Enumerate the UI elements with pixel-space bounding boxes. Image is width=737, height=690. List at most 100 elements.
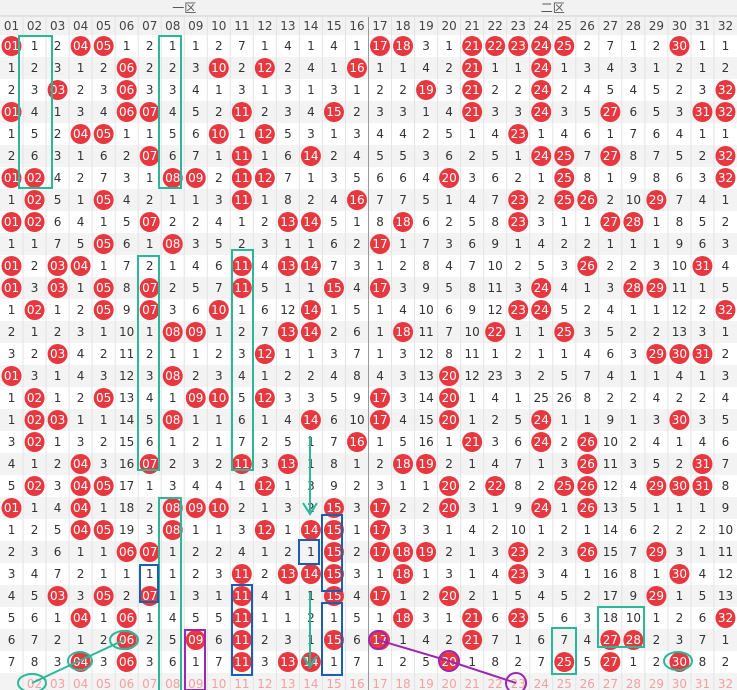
miss-count: 7: [422, 237, 430, 251]
miss-count: 4: [192, 479, 200, 493]
miss-count: 1: [445, 435, 453, 449]
miss-count: 9: [422, 281, 430, 295]
annotation-arrow: [302, 502, 318, 516]
miss-count: 1: [77, 545, 85, 559]
miss-count: 3: [491, 435, 499, 449]
miss-count: 2: [284, 545, 292, 559]
miss-count: 2: [31, 347, 39, 361]
miss-count: 1: [583, 281, 591, 295]
hit-number: 12: [257, 127, 272, 141]
miss-count: 3: [284, 391, 292, 405]
miss-count: 7: [676, 193, 684, 207]
miss-count: 1: [376, 347, 384, 361]
miss-count: 6: [422, 215, 430, 229]
miss-count: 1: [537, 171, 545, 185]
miss-count: 1: [31, 325, 39, 339]
miss-count: 1: [491, 501, 499, 515]
miss-count: 1: [77, 281, 85, 295]
hit-number: 08: [165, 237, 180, 251]
miss-count: 2: [54, 457, 62, 471]
miss-count: 1: [146, 479, 154, 493]
miss-count: 6: [215, 633, 223, 647]
hit-number: 17: [372, 523, 387, 537]
miss-count: 5: [330, 391, 338, 405]
hit-ball: [370, 234, 391, 254]
miss-count: 3: [192, 61, 200, 75]
miss-count: 1: [468, 655, 476, 669]
miss-count: 2: [353, 237, 361, 251]
miss-count: 6: [330, 413, 338, 427]
hit-ball: [70, 256, 91, 276]
miss-count: 4: [583, 347, 591, 361]
hit-number: 03: [50, 281, 65, 295]
miss-count: 4: [353, 589, 361, 603]
miss-count: 2: [399, 655, 407, 669]
column-header: 12: [257, 19, 272, 33]
miss-count: 3: [192, 237, 200, 251]
miss-count: 2: [215, 39, 223, 53]
miss-count: 1: [77, 149, 85, 163]
hit-ball: [462, 80, 483, 100]
hit-number: 19: [418, 457, 433, 471]
miss-count: 5: [468, 215, 476, 229]
miss-count: 5: [192, 281, 200, 295]
hit-ball: [692, 256, 713, 276]
miss-count: 1: [468, 391, 476, 405]
hit-number: 30: [672, 655, 687, 669]
hit-number: 26: [580, 479, 595, 493]
hit-ball: [1, 366, 22, 386]
hit-ball: [70, 454, 91, 474]
hit-ball: [554, 146, 575, 166]
hit-ball: [600, 146, 621, 166]
hit-number: 23: [511, 215, 526, 229]
miss-count: 4: [399, 413, 407, 427]
miss-count: 4: [630, 83, 638, 97]
miss-count: 8: [583, 391, 591, 405]
miss-count: 4: [630, 479, 638, 493]
miss-count: 6: [560, 611, 568, 625]
hit-ball: [623, 630, 644, 650]
hit-number: 01: [4, 281, 19, 295]
hit-number: 18: [395, 545, 410, 559]
miss-count: 4: [722, 259, 730, 273]
miss-count: 12: [280, 303, 295, 317]
miss-count: 6: [607, 347, 615, 361]
annotation-box: [321, 602, 343, 676]
hit-number: 06: [119, 61, 134, 75]
miss-count: 1: [31, 457, 39, 471]
miss-count: 3: [399, 347, 407, 361]
hit-ball: [254, 388, 275, 408]
miss-count: 2: [284, 369, 292, 383]
miss-count: 3: [399, 105, 407, 119]
hit-ball: [393, 36, 414, 56]
miss-count: 5: [284, 127, 292, 141]
hit-number: 09: [188, 391, 203, 405]
hit-ball: [577, 476, 598, 496]
miss-count: 9: [491, 237, 499, 251]
hit-ball: [370, 36, 391, 56]
miss-count: 15: [418, 413, 433, 427]
miss-count: 1: [192, 193, 200, 207]
hit-ball: [439, 476, 460, 496]
miss-count: 4: [422, 61, 430, 75]
miss-count: 3: [54, 61, 62, 75]
annotation-box: [139, 564, 159, 603]
miss-count: 5: [514, 413, 522, 427]
miss-count: 2: [699, 149, 707, 163]
hit-number: 12: [257, 61, 272, 75]
miss-count: 1: [8, 523, 16, 537]
hit-ball: [185, 168, 206, 188]
miss-count: 4: [261, 589, 269, 603]
hit-ball: [254, 58, 275, 78]
miss-count: 3: [261, 655, 269, 669]
hit-ball: [162, 322, 183, 342]
hit-number: 07: [142, 149, 157, 163]
hit-number: 11: [234, 611, 249, 625]
miss-count: 3: [399, 281, 407, 295]
miss-count: 4: [215, 479, 223, 493]
footer-label: 29: [649, 677, 664, 690]
hit-ball: [1, 498, 22, 518]
hit-ball: [231, 168, 252, 188]
miss-count: 7: [261, 325, 269, 339]
hit-number: 23: [511, 545, 526, 559]
